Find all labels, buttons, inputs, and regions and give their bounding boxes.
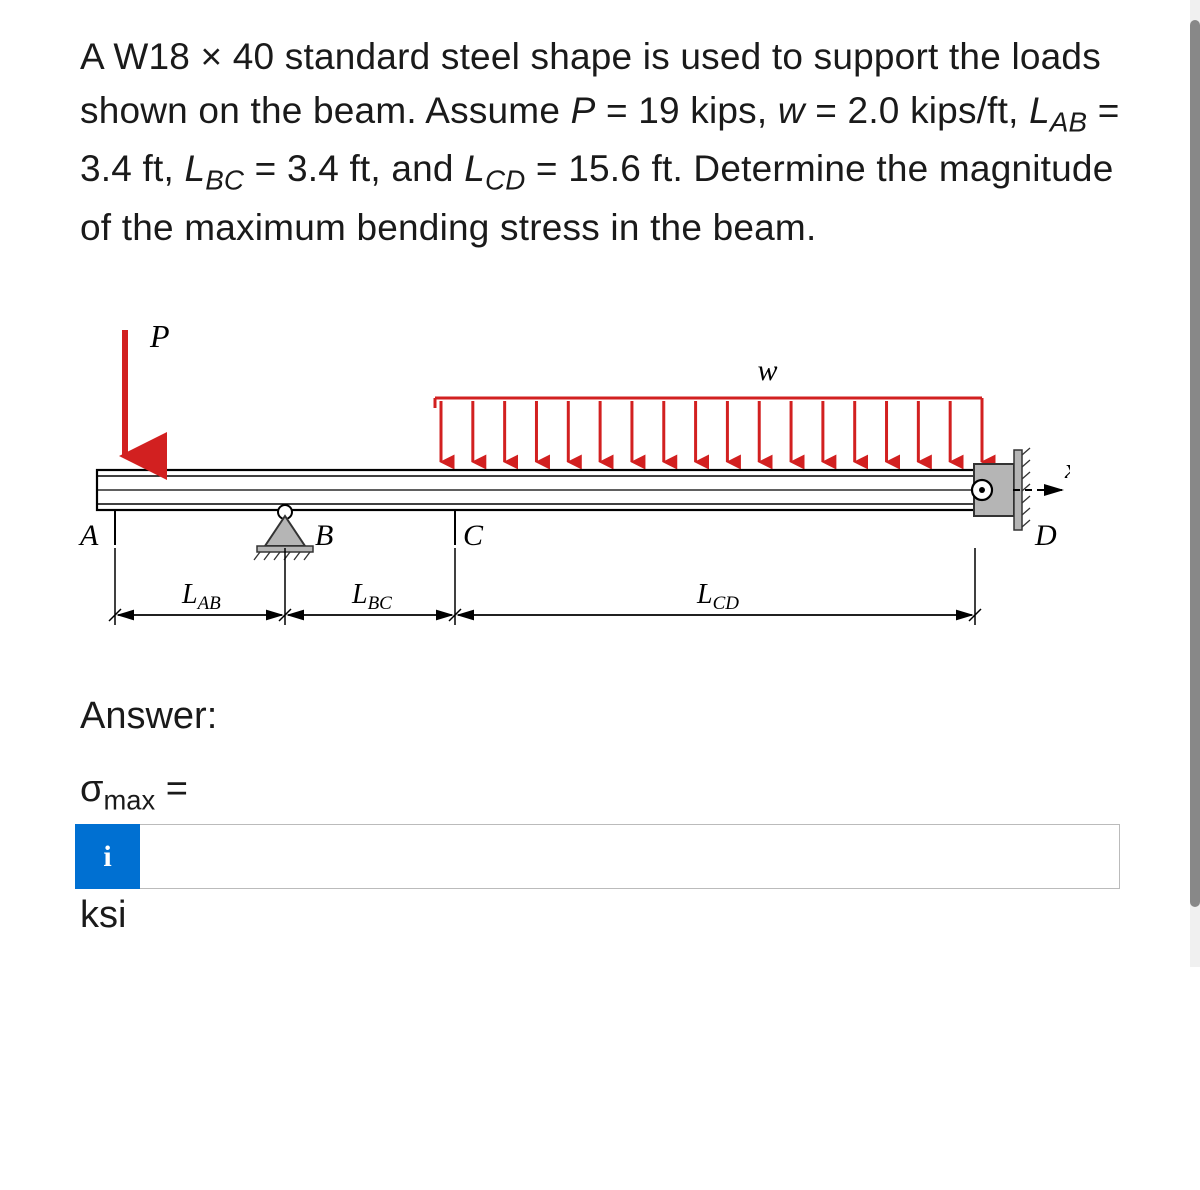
sigma-sub: max — [103, 784, 155, 815]
val-P: = 19 kips, — [595, 90, 777, 131]
diagram-label-P: P — [149, 318, 170, 354]
var-LBC: L — [184, 148, 205, 189]
val-w: = 2.0 kips/ft, — [805, 90, 1029, 131]
var-P: P — [571, 90, 596, 131]
svg-text:LCD: LCD — [696, 579, 739, 614]
diagram-label-C: C — [463, 519, 484, 552]
val-LCD: = 15.6 ft. Determine the magnitude of th… — [80, 148, 1114, 248]
sigma-expression: σmax = — [80, 768, 1120, 817]
diagram-label-A: A — [78, 519, 99, 552]
sub-LAB: AB — [1050, 106, 1087, 137]
answer-input-row: i — [75, 824, 1120, 889]
beam-diagram: wPxABCDLABLBCLCD — [60, 305, 1060, 665]
var-LAB: L — [1029, 90, 1050, 131]
diagram-label-w: w — [758, 354, 778, 387]
diagram-label-B: B — [315, 519, 333, 552]
scrollbar-thumb[interactable] — [1190, 20, 1200, 907]
diagram-label-D: D — [1034, 519, 1057, 552]
unit-label: ksi — [80, 894, 1120, 937]
problem-statement: A W18 × 40 standard steel shape is used … — [80, 30, 1120, 255]
svg-text:LAB: LAB — [181, 579, 221, 614]
svg-text:LBC: LBC — [351, 579, 392, 614]
info-button[interactable]: i — [75, 824, 140, 889]
equals-sign: = — [155, 768, 188, 810]
info-icon: i — [103, 840, 111, 874]
var-LCD: L — [464, 148, 485, 189]
val-LBC: = 3.4 ft, and — [244, 148, 464, 189]
sigma-symbol: σ — [80, 768, 103, 810]
sub-LBC: BC — [205, 165, 244, 196]
vertical-scrollbar[interactable] — [1190, 0, 1200, 967]
sub-LCD: CD — [485, 165, 525, 196]
diagram-label-x: x — [1064, 454, 1070, 485]
answer-label: Answer: — [80, 695, 1120, 738]
var-w: w — [778, 90, 805, 131]
answer-input[interactable] — [140, 824, 1120, 889]
